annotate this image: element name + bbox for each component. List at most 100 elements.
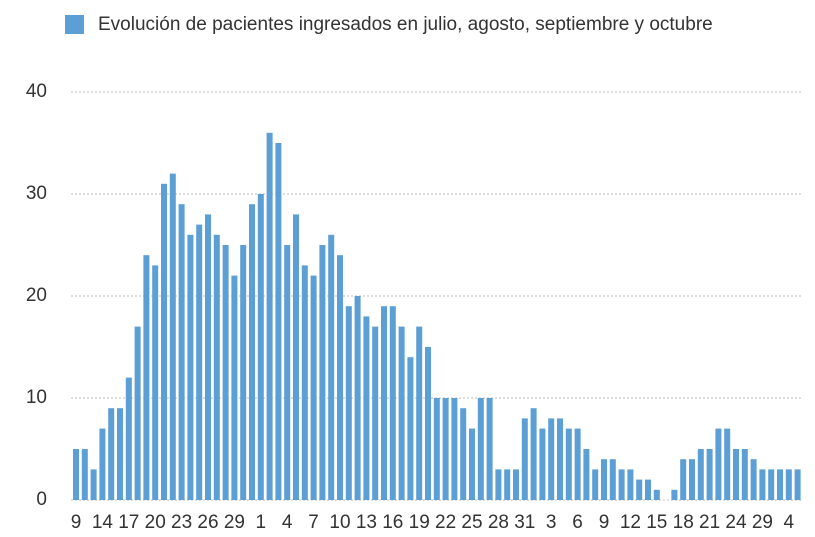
bar [706,449,713,500]
bar [381,306,387,500]
bar [504,469,511,500]
bar [486,398,493,500]
bar [372,326,379,500]
y-tick-label: 40 [26,81,47,102]
bar [108,408,115,500]
bar [442,398,449,500]
bar [592,469,599,500]
bar [521,418,528,500]
x-tick-label: 17 [118,512,139,533]
bar [715,428,722,500]
x-tick-label: 31 [514,512,535,533]
x-tick-label: 4 [282,512,293,533]
bar [187,234,194,501]
bar [222,245,229,500]
bar [583,449,590,500]
bar [697,449,704,500]
x-tick-label: 9 [599,512,610,533]
bar [337,255,343,500]
bar [768,469,775,500]
bar [178,204,185,500]
bar [671,489,678,500]
x-tick-label: 29 [752,512,773,533]
x-tick-label: 7 [308,512,319,533]
bar [398,326,405,500]
bar [645,479,651,500]
bar [636,479,643,500]
x-tick-label: 23 [171,512,192,533]
x-tick-label: 9 [71,512,82,533]
bar [301,265,308,500]
bar [284,245,291,500]
bar [99,428,106,500]
bar [90,469,97,500]
y-tick-label: 30 [26,183,47,204]
bar [240,245,247,500]
bar [777,469,783,500]
bar [73,449,79,500]
bar [345,306,352,500]
x-tick-label: 1 [256,512,267,533]
bar [689,459,695,500]
bar [460,408,467,500]
bar [293,214,299,500]
x-tick-label: 20 [145,512,166,533]
bar [601,459,607,500]
bar [733,449,739,500]
bar [750,459,757,500]
bar [759,469,766,500]
bar [785,469,792,500]
bar [143,255,150,500]
y-tick-label: 20 [26,285,47,306]
bar [275,143,282,500]
x-tick-label: 26 [197,512,218,533]
x-tick-label: 14 [92,512,114,533]
x-tick-label: 21 [699,512,720,533]
bar [794,469,801,500]
bar [557,418,563,500]
bar [249,204,255,500]
bar [609,459,616,500]
bar [363,316,370,500]
bar [653,489,660,500]
bar [328,234,335,501]
x-tick-label: 6 [572,512,583,533]
bar [469,428,475,500]
bar [354,296,361,500]
bar [266,132,273,501]
x-tick-label: 19 [409,512,430,533]
x-tick-label: 18 [673,512,694,533]
x-tick-label: 12 [620,512,641,533]
x-tick-label: 4 [784,512,795,533]
legend-label: Evolución de pacientes ingresados en jul… [98,14,713,35]
bar [451,398,458,500]
x-tick-label: 22 [435,512,456,533]
bar [627,469,634,500]
x-tick-label: 29 [224,512,245,533]
bar [565,428,572,500]
bar [724,428,731,500]
bar [513,469,519,500]
bar [257,194,264,500]
bar [539,428,546,500]
x-tick-label: 24 [725,512,747,533]
bar [425,347,431,500]
bar [231,275,238,500]
legend-swatch [65,15,84,34]
y-tick-label: 10 [26,387,47,408]
bar [213,234,220,501]
bar [574,428,581,500]
bar [205,214,211,500]
x-tick-label: 16 [382,512,403,533]
bar [477,398,484,500]
bar [117,408,123,500]
x-tick-label: 15 [646,512,667,533]
bar [618,469,625,500]
x-tick-label: 25 [461,512,482,533]
bar [495,469,502,500]
bar [407,357,414,500]
y-tick-label: 0 [36,489,47,510]
bar [741,449,748,500]
bar [319,245,326,500]
